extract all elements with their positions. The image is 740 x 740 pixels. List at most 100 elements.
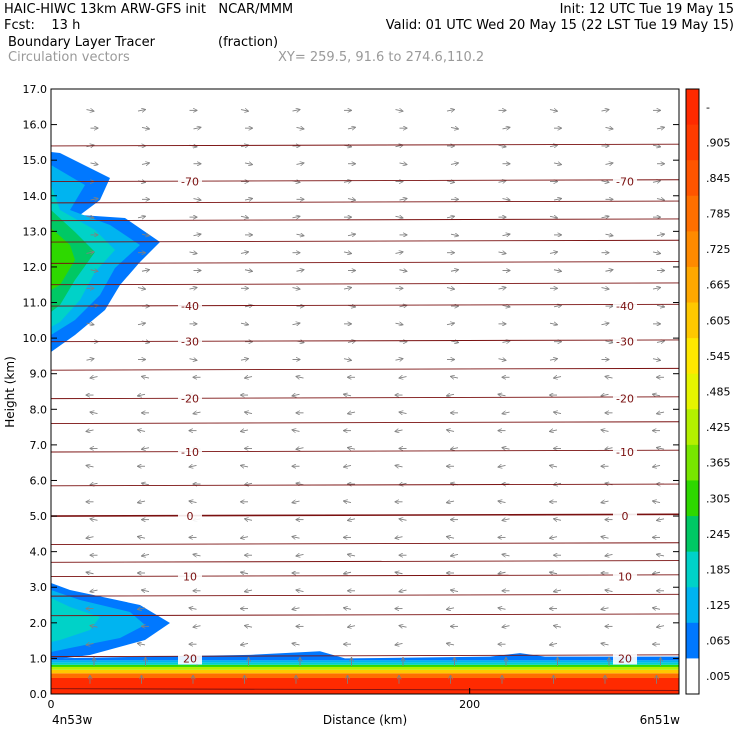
circulation-vector	[605, 163, 613, 165]
colorbar: - .905 .845 .785 .725 .665 .605 .545 .485 .425 .36…	[685, 88, 731, 695]
circulation-vector	[503, 519, 510, 521]
header-forecast-hour: Fcst: 13 h	[4, 18, 81, 33]
circulation-vector	[399, 305, 407, 307]
circulation-vector	[656, 199, 664, 201]
colorbar-swatch	[686, 195, 699, 232]
colorbar-label: -	[706, 101, 710, 114]
circulation-vector	[602, 537, 609, 539]
circulation-vector	[293, 501, 300, 503]
contour-label: -20	[181, 393, 199, 406]
temperature-contour-line	[51, 303, 679, 307]
circulation-vector	[498, 288, 506, 290]
circulation-vector	[193, 234, 201, 236]
contour-label: -30	[181, 336, 199, 349]
circulation-vector	[601, 181, 609, 183]
circulation-vector	[502, 234, 510, 236]
circulation-vector	[554, 377, 562, 379]
circulation-vector	[189, 252, 197, 254]
circulation-vector	[554, 412, 562, 414]
circulation-vector	[241, 643, 249, 645]
circulation-vector	[446, 216, 454, 218]
circulation-vector	[343, 288, 351, 290]
circulation-vector	[605, 234, 613, 236]
temperature-contour-line	[51, 542, 679, 546]
circulation-vector	[653, 501, 661, 503]
circulation-vector	[652, 181, 660, 183]
circulation-vector	[142, 554, 150, 556]
circulation-vector	[502, 199, 510, 201]
colorbar-label: .365	[706, 457, 731, 470]
circulation-vector	[602, 501, 609, 503]
colorbar-swatch	[686, 338, 699, 375]
temperature-contour-line	[51, 654, 679, 658]
circulation-vector	[550, 430, 558, 432]
circulation-vector	[87, 643, 94, 645]
circulation-vector	[91, 412, 98, 414]
y-tick-label: 9.0	[30, 368, 48, 381]
overlay-name: Circulation vectors	[8, 50, 130, 65]
circulation-vector	[245, 377, 253, 379]
circulation-vector	[90, 163, 98, 165]
circulation-vector	[657, 519, 665, 521]
contour-label: 0	[187, 510, 194, 523]
circulation-vector	[240, 323, 248, 325]
temperature-contour-line	[51, 688, 679, 691]
contour-label: -10	[616, 446, 634, 459]
contour-label-bg	[613, 446, 637, 458]
circulation-vector	[244, 270, 252, 272]
circulation-vector	[344, 608, 352, 610]
circulation-vector	[91, 519, 98, 521]
x-tick-label: 200	[459, 698, 480, 711]
colorbar-swatch	[686, 622, 699, 659]
circulation-vector	[602, 608, 609, 610]
colorbar-label: .245	[706, 528, 731, 541]
contour-label: 0	[622, 510, 629, 523]
x-axis: 0 200	[48, 688, 480, 711]
tracer-top-edge	[51, 651, 679, 661]
colorbar-label: .425	[706, 421, 731, 434]
circulation-vector	[86, 216, 94, 218]
circulation-vector	[451, 377, 459, 379]
contour-label: -30	[616, 336, 634, 349]
y-axis-label: Height (km)	[3, 356, 17, 427]
circulation-vector	[498, 359, 506, 361]
circulation-vector	[91, 590, 98, 592]
temperature-contour-line	[51, 513, 679, 518]
circulation-vector	[399, 163, 407, 165]
circulation-vector	[653, 608, 661, 610]
circulation-vector	[297, 448, 304, 450]
circulation-vector	[293, 394, 300, 396]
circulation-vector	[292, 110, 300, 112]
boundary-layer-band	[51, 660, 679, 663]
contour-label-bg	[613, 392, 637, 405]
circulation-vector	[138, 430, 146, 432]
circulation-vector	[498, 252, 506, 254]
colorbar-label: .845	[706, 172, 731, 185]
circulation-vector	[293, 643, 300, 645]
circulation-vector	[86, 323, 94, 325]
colorbar-label: .545	[706, 350, 731, 363]
colorbar-swatch	[686, 587, 699, 624]
y-tick-label: 3.0	[30, 581, 48, 594]
circulation-vector	[292, 323, 300, 325]
x-axis-label: Distance (km)	[323, 713, 407, 727]
circulation-vector	[241, 537, 249, 539]
colorbar-label: .305	[706, 492, 731, 505]
circulation-vector	[141, 270, 149, 272]
contour-label-bg	[178, 335, 202, 348]
circulation-vector	[446, 110, 454, 112]
circulation-vector	[550, 572, 558, 574]
y-tick-label: 5.0	[30, 510, 48, 523]
circulation-vector	[190, 608, 197, 610]
contour-label-bg	[613, 335, 637, 348]
circulation-vector	[396, 430, 403, 432]
circulation-vector	[87, 572, 94, 574]
circulation-vector	[396, 537, 403, 539]
circulation-vector	[499, 465, 506, 467]
contour-label: -40	[616, 300, 634, 313]
circulation-vector	[138, 608, 146, 610]
y-tick-label: 0.0	[30, 688, 48, 701]
circulation-vector	[396, 465, 403, 467]
circulation-vector	[549, 110, 557, 112]
contour-label-bg	[178, 392, 202, 405]
